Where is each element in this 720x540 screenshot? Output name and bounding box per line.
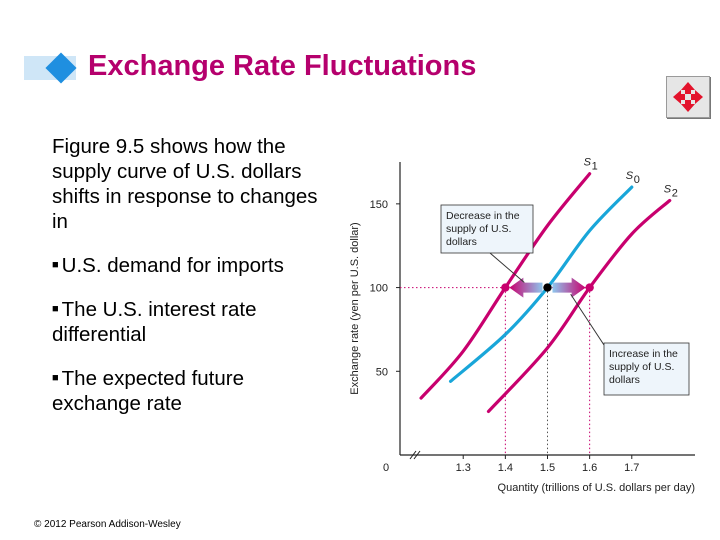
annotation-text: Decrease in the: [446, 210, 520, 222]
bullet-item: U.S. demand for imports: [52, 253, 337, 278]
curve-label-subscript: 2: [672, 188, 678, 200]
copyright-footer: © 2012 Pearson Addison-Wesley: [34, 519, 181, 530]
bullet-item: The U.S. interest rate differential: [52, 297, 337, 347]
equilibrium-point: [585, 283, 594, 292]
annotation-box: [603, 342, 690, 396]
annotation-text: Increase in the: [609, 348, 678, 360]
x-tick-label: 1.7: [624, 462, 639, 474]
x-tick-label: 1.3: [456, 462, 471, 474]
curve-label-s2: S: [664, 184, 672, 196]
y-tick-label: 150: [370, 199, 388, 211]
axis-break-mark: [413, 450, 421, 460]
curve-label-s0: S: [626, 170, 634, 182]
curve-label-s1: S: [584, 157, 592, 169]
annotation-leader-line: [570, 293, 605, 346]
annotation-text: dollars: [446, 236, 477, 248]
x-tick-label: 1.5: [540, 462, 555, 474]
annotation-text: supply of U.S.: [446, 223, 511, 235]
x-axis-title: Quantity (trillions of U.S. dollars per …: [498, 482, 695, 494]
curve-label-subscript: 0: [634, 174, 640, 186]
four-way-arrows-icon: [673, 82, 703, 112]
slide-body: Figure 9.5 shows how the supply curve of…: [52, 134, 337, 435]
annotation-box: [440, 204, 534, 254]
x-tick-label: 0: [383, 462, 389, 474]
bullet-text: The U.S. interest rate differential: [52, 298, 257, 346]
slide-title: Exchange Rate Fluctuations: [88, 50, 477, 82]
y-tick-label: 50: [376, 366, 388, 378]
x-tick-label: 1.4: [498, 462, 513, 474]
intro-paragraph: Figure 9.5 shows how the supply curve of…: [52, 135, 318, 233]
bullet-text: The expected future exchange rate: [52, 367, 244, 415]
equilibrium-point: [501, 283, 510, 292]
decrease-shift-arrow: [509, 277, 543, 298]
annotation-text: dollars: [609, 374, 640, 386]
x-tick-label: 1.6: [582, 462, 597, 474]
bullet-item: The expected future exchange rate: [52, 366, 337, 416]
equilibrium-point: [543, 283, 552, 292]
bullet-text: U.S. demand for imports: [52, 254, 284, 277]
y-tick-label: 100: [370, 283, 388, 295]
annotation-leader-line: [489, 252, 525, 283]
increase-shift-arrow: [552, 277, 586, 298]
axis-break-mark: [409, 450, 417, 460]
annotation-text: supply of U.S.: [609, 361, 674, 373]
y-axis-title: Exchange rate (yen per U.S. dollar): [349, 222, 361, 394]
navigation-button[interactable]: [666, 76, 710, 118]
exchange-rate-chart: 50 100 150 0 1.3 1.4 1.5 1.6 1.7 Exchange rate (y…: [349, 157, 695, 494]
curve-label-subscript: 1: [592, 161, 598, 173]
